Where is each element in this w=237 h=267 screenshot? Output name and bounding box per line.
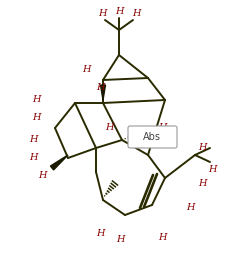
Text: H: H xyxy=(198,143,206,152)
Text: H: H xyxy=(29,135,37,144)
Text: H: H xyxy=(32,96,40,104)
FancyBboxPatch shape xyxy=(128,126,177,148)
Text: H: H xyxy=(208,166,216,175)
Text: H: H xyxy=(115,7,123,17)
Text: H: H xyxy=(105,124,113,132)
Polygon shape xyxy=(50,155,68,170)
Text: H: H xyxy=(186,203,194,213)
Polygon shape xyxy=(100,85,105,100)
Text: H: H xyxy=(82,65,90,74)
Text: H: H xyxy=(132,10,140,18)
Text: H: H xyxy=(158,124,166,132)
Text: H: H xyxy=(158,234,166,242)
Text: H: H xyxy=(29,154,37,163)
Text: H: H xyxy=(38,171,46,179)
Text: H: H xyxy=(98,10,106,18)
Text: H: H xyxy=(96,229,104,238)
Text: Abs: Abs xyxy=(143,132,161,142)
Text: H: H xyxy=(116,235,124,245)
Text: H: H xyxy=(96,84,104,92)
Text: H: H xyxy=(32,113,40,123)
Text: H: H xyxy=(198,179,206,187)
